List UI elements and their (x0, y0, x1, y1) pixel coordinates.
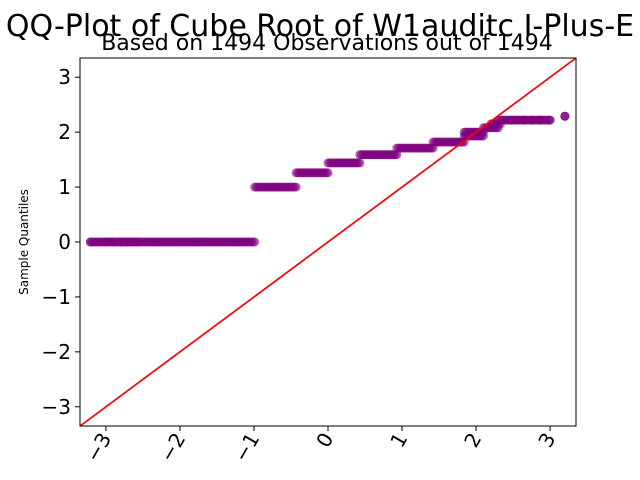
x-tick-label: 1 (385, 429, 412, 452)
chart-subtitle: Based on 1494 Observations out of 1494 (101, 31, 553, 56)
data-point (535, 115, 545, 125)
chart-title: QQ-Plot of Cube Root of W1auditc I-Plus-… (6, 9, 634, 44)
x-tick-label: 3 (533, 429, 560, 452)
x-tick-label: −2 (155, 429, 191, 467)
x-tick-label: 0 (311, 429, 338, 452)
y-tick-label: 3 (58, 65, 71, 89)
y-tick-label: −1 (42, 285, 71, 309)
x-tick-label: 2 (459, 429, 486, 452)
data-point (250, 237, 260, 247)
data-point (291, 182, 301, 192)
y-tick-label: −3 (42, 395, 71, 419)
y-tick-label: 1 (58, 175, 71, 199)
x-tick-label: −1 (229, 429, 265, 467)
plot-area (80, 58, 576, 426)
y-tick-label: 0 (58, 230, 71, 254)
data-point (560, 111, 570, 121)
y-axis-label: Sample Quantiles (17, 189, 31, 295)
x-tick-label: −3 (81, 429, 117, 467)
data-point (323, 168, 333, 178)
reference-line (80, 58, 576, 426)
y-tick-label: 2 (58, 120, 71, 144)
data-point (85, 237, 95, 247)
data-point (545, 115, 555, 125)
data-point (355, 158, 365, 168)
y-tick-label: −2 (42, 340, 71, 364)
data-point (132, 237, 142, 247)
data-point (527, 115, 537, 125)
plot-frame (79, 57, 577, 427)
